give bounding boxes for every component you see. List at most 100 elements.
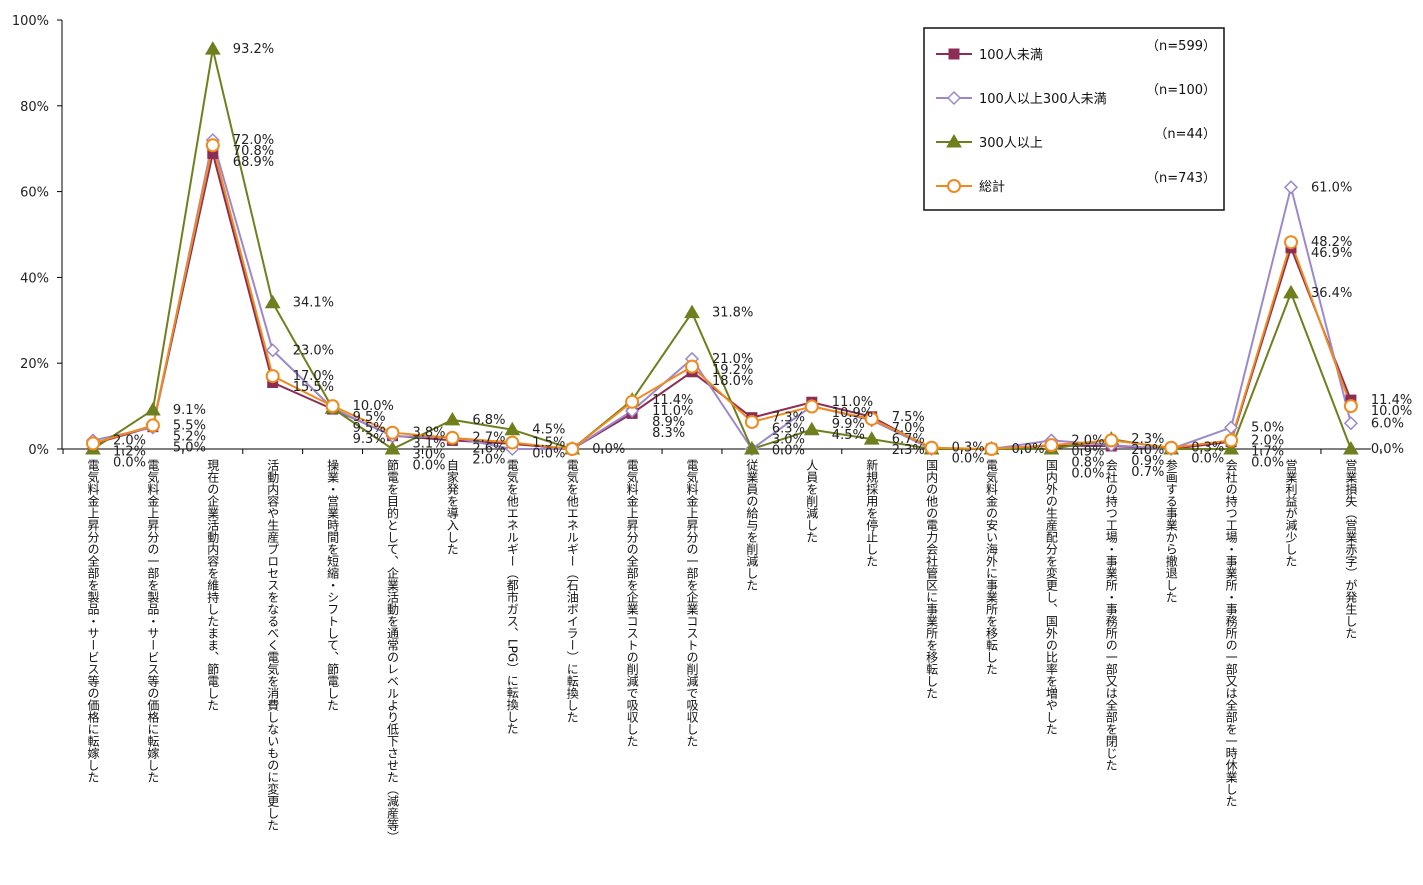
data-point bbox=[946, 90, 962, 106]
data-point bbox=[265, 343, 280, 358]
data-label: 10.0% bbox=[353, 399, 394, 414]
category-label: 電気料金上昇分の一部を製品・サービス等の価格に転嫁した bbox=[146, 459, 160, 783]
data-point bbox=[1343, 416, 1358, 431]
data-label: 0.0% bbox=[592, 442, 625, 457]
series-markers bbox=[85, 41, 1359, 457]
data-point bbox=[864, 411, 879, 426]
data-point bbox=[744, 441, 760, 455]
data-label: 0.0% bbox=[1071, 466, 1104, 481]
data-label: 23.0% bbox=[293, 343, 334, 358]
data-point bbox=[684, 304, 700, 319]
category-label: 電気料金上昇分の全部を企業コストの削減で吸収した bbox=[625, 459, 639, 747]
category-label: 参画する事業から撤退した bbox=[1164, 458, 1178, 603]
series-line bbox=[92, 145, 1352, 451]
data-point bbox=[744, 414, 759, 429]
data-label: 11.0% bbox=[652, 404, 693, 419]
data-label: 0.0% bbox=[113, 455, 146, 470]
data-label: 6.7% bbox=[892, 432, 925, 447]
data-point bbox=[145, 418, 160, 433]
legend-sample-size: （n=743） bbox=[1146, 171, 1216, 186]
data-point bbox=[265, 369, 280, 384]
data-point bbox=[86, 436, 100, 451]
data-point bbox=[1104, 433, 1119, 448]
data-label: 0.0% bbox=[1191, 452, 1224, 467]
legend-sample-size: （n=100） bbox=[1146, 83, 1216, 98]
data-point bbox=[264, 294, 281, 309]
category-label: 電気料金の安い海外に事業所を移転した bbox=[985, 459, 999, 675]
category-label: 人員を削減した bbox=[805, 459, 819, 543]
data-point bbox=[984, 442, 999, 456]
data-label: 8.3% bbox=[652, 426, 685, 441]
data-label: 46.9% bbox=[1311, 246, 1352, 261]
data-label: 0.0% bbox=[1371, 442, 1404, 457]
y-tick-label: 60% bbox=[20, 186, 49, 201]
data-label: 2.0% bbox=[1131, 443, 1164, 458]
data-label: 36.4% bbox=[1311, 286, 1352, 301]
data-label: 9.3% bbox=[353, 432, 386, 447]
category-label: 操業・営業時間を短縮・シフトして、節電した bbox=[326, 458, 340, 711]
data-label: 9.5% bbox=[353, 421, 386, 436]
data-label: 3.1% bbox=[413, 437, 446, 452]
data-point bbox=[505, 435, 520, 450]
data-label: 5.5% bbox=[173, 418, 206, 433]
data-label: 7.5% bbox=[892, 410, 925, 425]
data-point bbox=[385, 425, 400, 440]
data-label: 6.0% bbox=[1371, 416, 1404, 431]
category-label: 電気料金上昇分の一部を企業コストの削減で吸収した bbox=[685, 459, 699, 747]
data-label: 0.3% bbox=[1191, 441, 1224, 456]
category-label: 新規採用を停止した bbox=[865, 458, 879, 567]
category-label: 活動内容や生産プロセスをなるべく電気を消費しないものに変更した bbox=[266, 459, 280, 831]
data-point bbox=[685, 359, 699, 374]
category-label: 自家発を導入した bbox=[445, 459, 459, 555]
data-point bbox=[1283, 284, 1299, 299]
category-label: 電気を他エネルギー（石油ボイラー）に転換した bbox=[565, 459, 579, 723]
data-label: 2.0% bbox=[472, 452, 505, 467]
data-label: 0.0% bbox=[1251, 455, 1284, 470]
data-label: 0.9% bbox=[1131, 454, 1164, 469]
data-label: 0.7% bbox=[1131, 465, 1164, 480]
data-label: 2.6% bbox=[472, 441, 505, 456]
legend-label: 300人以上 bbox=[979, 136, 1043, 151]
category-labels: 電気料金上昇分の全部を製品・サービス等の価格に転嫁した 電気料金上昇分の一部を製品… bbox=[86, 458, 1358, 843]
y-tick-label: 80% bbox=[20, 100, 49, 115]
data-label: 3.0% bbox=[772, 433, 805, 448]
data-point bbox=[204, 41, 221, 55]
legend-label: 100人未満 bbox=[979, 48, 1043, 63]
data-point bbox=[205, 138, 220, 153]
data-point bbox=[1044, 438, 1059, 453]
data-label: 4.5% bbox=[832, 428, 865, 443]
data-label: 10.0% bbox=[1371, 404, 1412, 419]
legend: 100人未満 （n=599） 100人以上300人未満 （n=100） 300人以上 （n… bbox=[923, 27, 1225, 211]
data-label: 0.0% bbox=[952, 452, 985, 467]
data-label: 0.3% bbox=[952, 441, 985, 456]
data-label: 2.7% bbox=[472, 430, 505, 445]
category-label: 現在の企業活動内容を維持したまま、節電した bbox=[206, 459, 220, 711]
data-label: 70.8% bbox=[233, 144, 274, 159]
data-point bbox=[924, 440, 939, 455]
data-label: 72.0% bbox=[233, 133, 274, 148]
data-label: 9.5% bbox=[353, 410, 386, 425]
category-label: 営業損失（営業赤字）が発生した bbox=[1344, 459, 1358, 639]
legend-sample-size: （n=44） bbox=[1154, 127, 1216, 142]
data-label: 1.7% bbox=[1251, 444, 1284, 459]
data-label: 0.0% bbox=[413, 459, 446, 474]
data-point bbox=[1223, 441, 1239, 455]
category-label: 電気料金上昇分の全部を製品・サービス等の価格に転嫁した bbox=[86, 459, 100, 783]
category-label: 節電を目的として、企業活動を通常のレベルより低下させた（減産等） bbox=[386, 458, 400, 843]
y-tick-label: 0% bbox=[28, 443, 49, 458]
data-label: 11.4% bbox=[652, 393, 693, 408]
data-point bbox=[1283, 180, 1299, 195]
data-label: 5.0% bbox=[1251, 421, 1284, 436]
data-point bbox=[565, 442, 580, 456]
data-label: 6.3% bbox=[772, 422, 805, 437]
series-line bbox=[92, 139, 1352, 451]
legend-label: 総計 bbox=[979, 179, 1005, 195]
data-label: 8.9% bbox=[652, 415, 685, 430]
data-point bbox=[444, 411, 461, 426]
data-label: 68.9% bbox=[233, 155, 274, 170]
data-point bbox=[948, 48, 960, 60]
data-label: 2.0% bbox=[1251, 433, 1284, 448]
data-point bbox=[1284, 235, 1298, 250]
category-label: 国内の他の電力会社管区に事業所を移転した bbox=[925, 459, 939, 699]
category-label: 会社の持つ工場・事業所・事務所の一部又は全部を一時休業した bbox=[1224, 459, 1238, 807]
